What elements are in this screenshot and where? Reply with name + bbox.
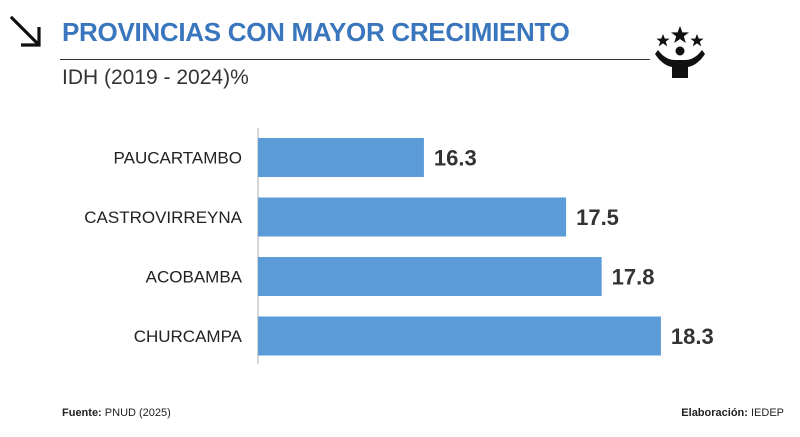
category-label-castrovirreyna: CASTROVIRREYNA	[84, 208, 242, 227]
category-label-paucartambo: PAUCARTAMBO	[114, 149, 242, 168]
category-label-churcampa: CHURCAMPA	[134, 327, 243, 346]
bar-churcampa	[258, 316, 661, 356]
credit-note: Elaboración: IEDEP	[681, 407, 784, 419]
value-label-acobamba: 17.8	[612, 265, 655, 290]
people-stars-icon	[655, 26, 705, 78]
category-label-acobamba: ACOBAMBA	[146, 268, 243, 287]
chart-subtitle: IDH (2019 - 2024)%	[62, 66, 249, 89]
chart-title: PROVINCIAS CON MAYOR CRECIMIENTO	[62, 17, 570, 47]
title-divider	[60, 59, 650, 60]
bar-acobamba	[258, 257, 602, 296]
value-label-paucartambo: 16.3	[434, 146, 477, 171]
bar-castrovirreyna	[258, 197, 567, 237]
value-label-castrovirreyna: 17.5	[576, 205, 619, 230]
bar-paucartambo	[258, 138, 424, 177]
bar-chart: PAUCARTAMBO 16.3 CASTROVIRREYNA 17.5 ACOBAMB…	[84, 128, 714, 364]
source-note: Fuente: PNUD (2025)	[62, 407, 171, 419]
value-label-churcampa: 18.3	[671, 324, 714, 349]
arrow-down-right-icon	[9, 15, 41, 47]
